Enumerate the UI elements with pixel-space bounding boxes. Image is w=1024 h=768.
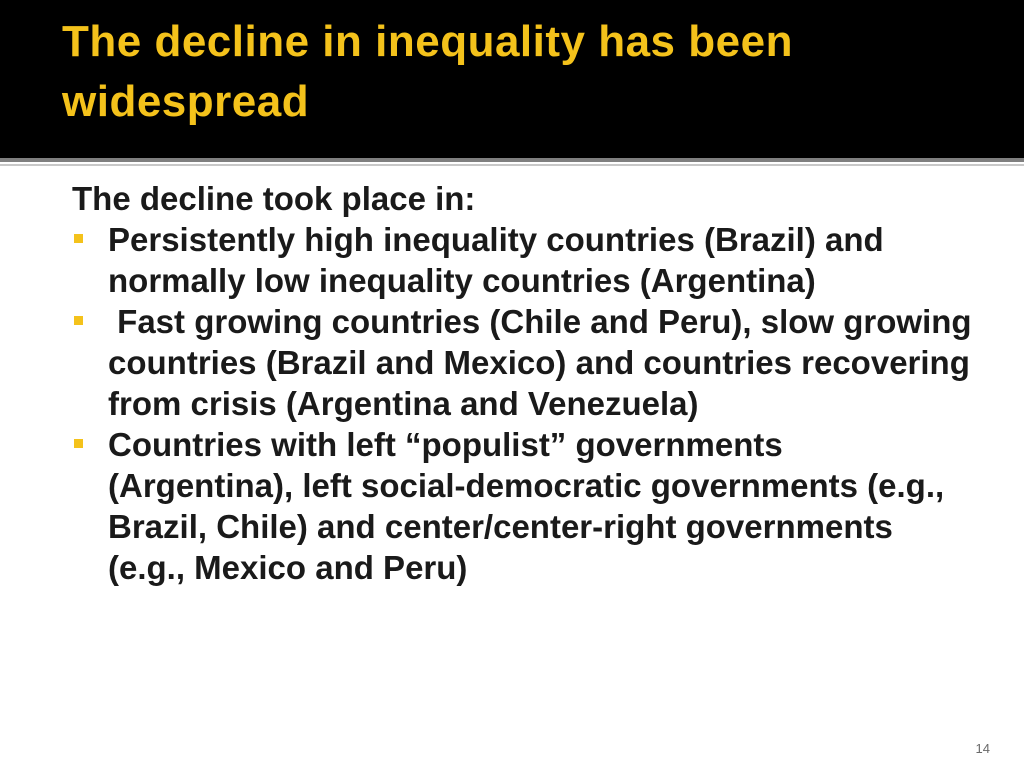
square-bullet-icon (74, 439, 83, 448)
page-number: 14 (975, 741, 990, 756)
title-band: The decline in inequality has been wides… (0, 0, 1024, 158)
square-bullet-icon (74, 234, 83, 243)
intro-text: The decline took place in: (72, 180, 476, 217)
list-item: Persistently high inequality countries (… (72, 219, 972, 301)
list-item: Countries with left “populist” governmen… (72, 424, 972, 588)
title-divider-light (0, 164, 1024, 166)
title-divider-dark (0, 158, 1024, 162)
bullet-text: Persistently high inequality countries (… (108, 221, 884, 299)
list-item: Fast growing countries (Chile and Peru),… (72, 301, 972, 424)
bullet-text: Countries with left “populist” governmen… (108, 426, 945, 586)
slide-title: The decline in inequality has been wides… (62, 17, 793, 126)
bullet-list: Persistently high inequality countries (… (72, 219, 972, 588)
square-bullet-icon (74, 316, 83, 325)
slide-body: The decline took place in: Persistently … (72, 178, 972, 588)
bullet-text: Fast growing countries (Chile and Peru),… (108, 303, 981, 422)
